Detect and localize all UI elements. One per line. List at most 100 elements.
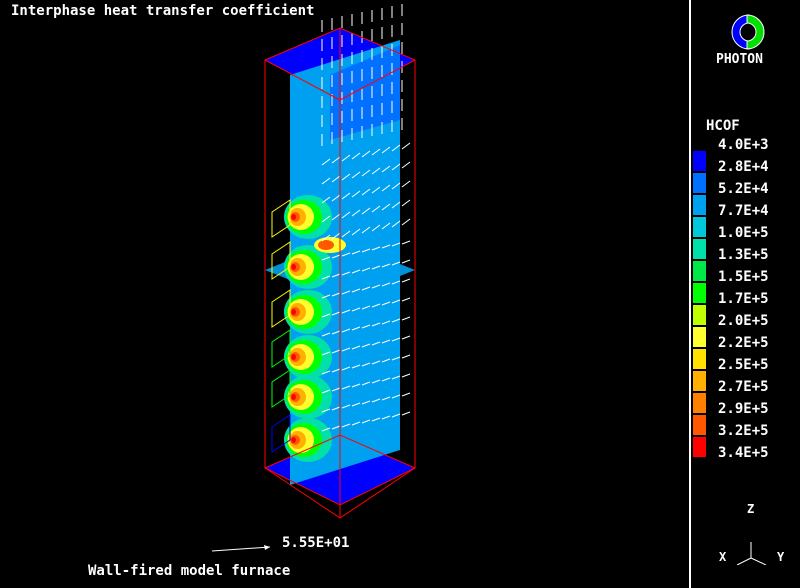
velocity-vector (351, 383, 361, 388)
legend-label: 3.4E+5 (718, 445, 769, 461)
legend-swatch (693, 261, 706, 281)
velocity-vector (331, 425, 341, 430)
legend-label: 2.0E+5 (718, 313, 769, 329)
velocity-vector (371, 246, 381, 251)
burner-outline (271, 414, 291, 453)
domain-box-edge (264, 467, 416, 519)
velocity-vector (391, 299, 401, 304)
velocity-vector (381, 244, 391, 249)
velocity-vector (381, 222, 391, 230)
velocity-vector (371, 167, 381, 175)
velocity-vector (331, 232, 341, 240)
burner-hotspot (291, 264, 296, 270)
velocity-vector (321, 158, 331, 166)
velocity-vector (401, 259, 411, 264)
velocity-vector (361, 305, 371, 310)
legend-swatch (693, 173, 706, 193)
velocity-vector (331, 349, 341, 354)
velocity-vector (321, 370, 331, 375)
velocity-vector (401, 354, 411, 359)
legend-swatch (693, 151, 706, 171)
velocity-vector (371, 322, 381, 327)
velocity-vector (371, 148, 381, 156)
legend-label: 1.0E+5 (718, 225, 769, 241)
velocity-vector (391, 182, 401, 190)
burner-hotspot (291, 309, 296, 315)
legend-swatch (693, 437, 706, 457)
velocity-vector (401, 180, 411, 188)
velocity-vector (351, 288, 361, 293)
velocity-vector (401, 240, 411, 245)
velocity-vector (381, 377, 391, 382)
velocity-vector (381, 282, 391, 287)
legend-label: 2.5E+5 (718, 357, 769, 373)
panel-divider (689, 0, 691, 588)
velocity-vector (401, 218, 411, 226)
velocity-vector (371, 303, 381, 308)
velocity-vector (361, 419, 371, 424)
velocity-vector (391, 163, 401, 171)
plot-caption: Wall-fired model furnace (88, 563, 291, 579)
velocity-vector (341, 173, 351, 181)
legend-swatch (693, 415, 706, 435)
velocity-vector (321, 427, 331, 432)
velocity-vector (371, 224, 381, 232)
velocity-vector (371, 417, 381, 422)
velocity-vector (371, 341, 381, 346)
legend-swatch (693, 327, 706, 347)
velocity-vector (351, 190, 361, 198)
velocity-vector (391, 318, 401, 323)
velocity-vector (381, 415, 391, 420)
velocity-vector (331, 368, 341, 373)
reference-vector-value: 5.55E+01 (282, 535, 350, 551)
velocity-vector (401, 411, 411, 416)
velocity-vector (331, 156, 341, 164)
velocity-vector (391, 280, 401, 285)
velocity-vector (341, 423, 351, 428)
velocity-vector (331, 175, 341, 183)
velocity-vector (381, 396, 391, 401)
velocity-vector (321, 294, 331, 299)
axis-label-x: X (719, 550, 727, 564)
velocity-vector (341, 404, 351, 409)
velocity-vector (351, 345, 361, 350)
burner-outline (271, 369, 291, 408)
reference-vector-arrow (211, 545, 271, 552)
velocity-vector (341, 230, 351, 238)
burner-outline (271, 199, 291, 238)
velocity-vector (391, 337, 401, 342)
velocity-vector (371, 265, 381, 270)
photon-logo-text: PHOTON (716, 52, 763, 67)
furnace-3d-view[interactable] (0, 0, 689, 588)
burner-hotspot (291, 394, 296, 400)
velocity-vector (351, 269, 361, 274)
burner-hotspot (291, 437, 296, 443)
velocity-vector (401, 316, 411, 321)
axis-label-z: Z (747, 502, 755, 516)
velocity-vector (401, 392, 411, 397)
velocity-vector (331, 330, 341, 335)
velocity-vector (401, 142, 411, 150)
burner-hotspot (291, 354, 296, 360)
legend-swatch (693, 239, 706, 259)
velocity-vector (391, 356, 401, 361)
velocity-vector (331, 273, 341, 278)
photon-logo-icon (731, 14, 765, 50)
legend-swatch (693, 217, 706, 237)
velocity-vector (331, 213, 341, 221)
velocity-vector (351, 152, 361, 160)
legend-swatch (693, 393, 706, 413)
burner-outline (271, 289, 291, 328)
velocity-vector (341, 154, 351, 162)
velocity-vector (331, 387, 341, 392)
velocity-vector (341, 211, 351, 219)
velocity-vector (351, 421, 361, 426)
velocity-vector (321, 351, 331, 356)
velocity-vector (381, 263, 391, 268)
velocity-vector (361, 248, 371, 253)
legend-label: 1.7E+5 (718, 291, 769, 307)
legend-label: 1.3E+5 (718, 247, 769, 263)
velocity-vector (321, 196, 331, 204)
velocity-vector (381, 203, 391, 211)
velocity-vector (341, 192, 351, 200)
